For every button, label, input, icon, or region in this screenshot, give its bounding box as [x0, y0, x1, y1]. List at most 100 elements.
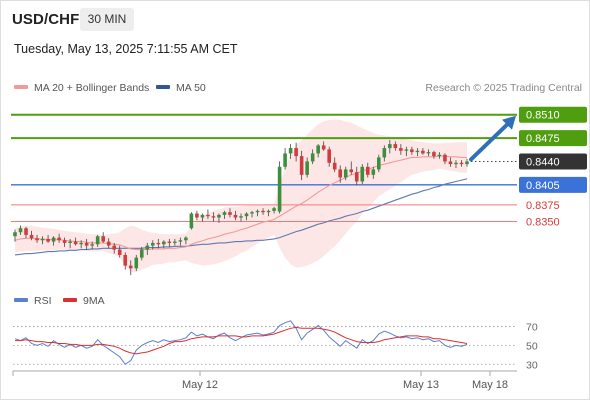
candle — [24, 226, 28, 239]
candle-body — [316, 145, 320, 154]
candle-body — [24, 228, 28, 235]
candle — [167, 238, 172, 247]
candle — [62, 237, 67, 247]
candle — [277, 161, 282, 214]
candle — [13, 229, 17, 242]
candle — [448, 157, 453, 167]
timeframe-button[interactable]: 30 MIN — [80, 8, 134, 31]
candle-body — [399, 148, 403, 151]
rsi-tick-label: 30 — [526, 359, 538, 371]
candle — [145, 242, 150, 255]
candle-body — [228, 212, 232, 215]
candle-body — [255, 210, 260, 213]
candle-body — [343, 169, 348, 178]
candle — [29, 230, 34, 241]
ma20-line — [14, 155, 467, 251]
credit-label: Research © 2025 Trading Central — [425, 82, 582, 94]
candle-body — [40, 238, 45, 241]
candle-body — [465, 161, 469, 165]
candle-body — [162, 241, 166, 245]
candle-body — [332, 162, 337, 170]
candle — [106, 238, 111, 249]
candle-body — [68, 241, 72, 243]
ma50-legend-label: MA 50 — [176, 82, 206, 94]
rsi-tick-label: 50 — [526, 340, 538, 352]
ma50-legend-swatch — [156, 85, 170, 89]
candle — [443, 153, 447, 165]
time-tick-label: May 13 — [403, 379, 439, 391]
rsi-tick-label: 70 — [526, 321, 538, 333]
candle — [255, 209, 260, 217]
forecast-arrow — [469, 122, 509, 162]
candle-body — [443, 154, 447, 162]
candle-body — [195, 213, 199, 218]
candle — [57, 233, 61, 243]
price-label-bg — [519, 176, 587, 193]
candle-body — [415, 150, 420, 153]
rsi-panel: 70 50 30 — [13, 320, 538, 371]
candle — [151, 240, 155, 250]
candle — [266, 209, 271, 217]
candle — [459, 160, 464, 167]
candle — [123, 252, 128, 270]
candle-body — [338, 169, 343, 178]
candle-body — [299, 156, 304, 175]
candle-body — [349, 169, 354, 173]
candle-body — [377, 157, 381, 170]
candle-body — [288, 148, 293, 154]
candle — [393, 141, 398, 151]
rsi-ma-legend-swatch — [63, 298, 77, 302]
candle — [294, 142, 298, 162]
candle-body — [211, 216, 216, 218]
candle — [73, 237, 78, 246]
candle — [310, 149, 315, 165]
candle-body — [393, 144, 398, 149]
candle-body — [106, 241, 111, 246]
candle-body — [189, 213, 194, 229]
candle-body — [95, 236, 100, 245]
candle-body — [62, 240, 67, 243]
candle — [332, 157, 337, 173]
candle-body — [18, 228, 23, 233]
candle-body — [57, 237, 61, 241]
candle — [349, 161, 354, 175]
candle-body — [437, 154, 442, 157]
candle — [211, 212, 216, 222]
candle-body — [84, 242, 89, 246]
price-label: 0.8475 — [526, 133, 560, 145]
price-label-bg — [519, 153, 587, 170]
candle-body — [200, 214, 205, 218]
forecast-arrow-head — [502, 115, 516, 130]
candle — [217, 213, 221, 223]
time-tick-label: May 18 — [472, 379, 508, 391]
bollinger-band — [15, 119, 467, 273]
candle — [421, 148, 425, 155]
candle — [162, 240, 166, 249]
candle-body — [327, 149, 331, 163]
rsi-legend-swatch — [14, 298, 28, 302]
candle-body — [139, 249, 144, 258]
candle — [40, 236, 45, 245]
candle — [354, 166, 359, 186]
candle — [365, 162, 370, 178]
candle — [233, 210, 238, 221]
candle-body — [360, 166, 365, 182]
candle-body — [156, 242, 161, 245]
candle-body — [145, 245, 150, 250]
candle-body — [128, 265, 133, 269]
candle — [454, 160, 458, 169]
candle — [178, 237, 183, 246]
candle-body — [151, 242, 155, 246]
candle-body — [261, 210, 265, 213]
candle — [465, 158, 469, 167]
candle-body — [29, 234, 34, 239]
candle — [46, 234, 50, 243]
candle — [432, 150, 436, 159]
candle-body — [13, 232, 17, 237]
time-axis: May 12 May 13 May 18 — [12, 370, 517, 391]
candle — [305, 157, 309, 178]
candle — [173, 238, 177, 246]
price-label: 0.8510 — [526, 110, 560, 122]
candle-body — [305, 161, 309, 175]
candle — [134, 254, 139, 271]
